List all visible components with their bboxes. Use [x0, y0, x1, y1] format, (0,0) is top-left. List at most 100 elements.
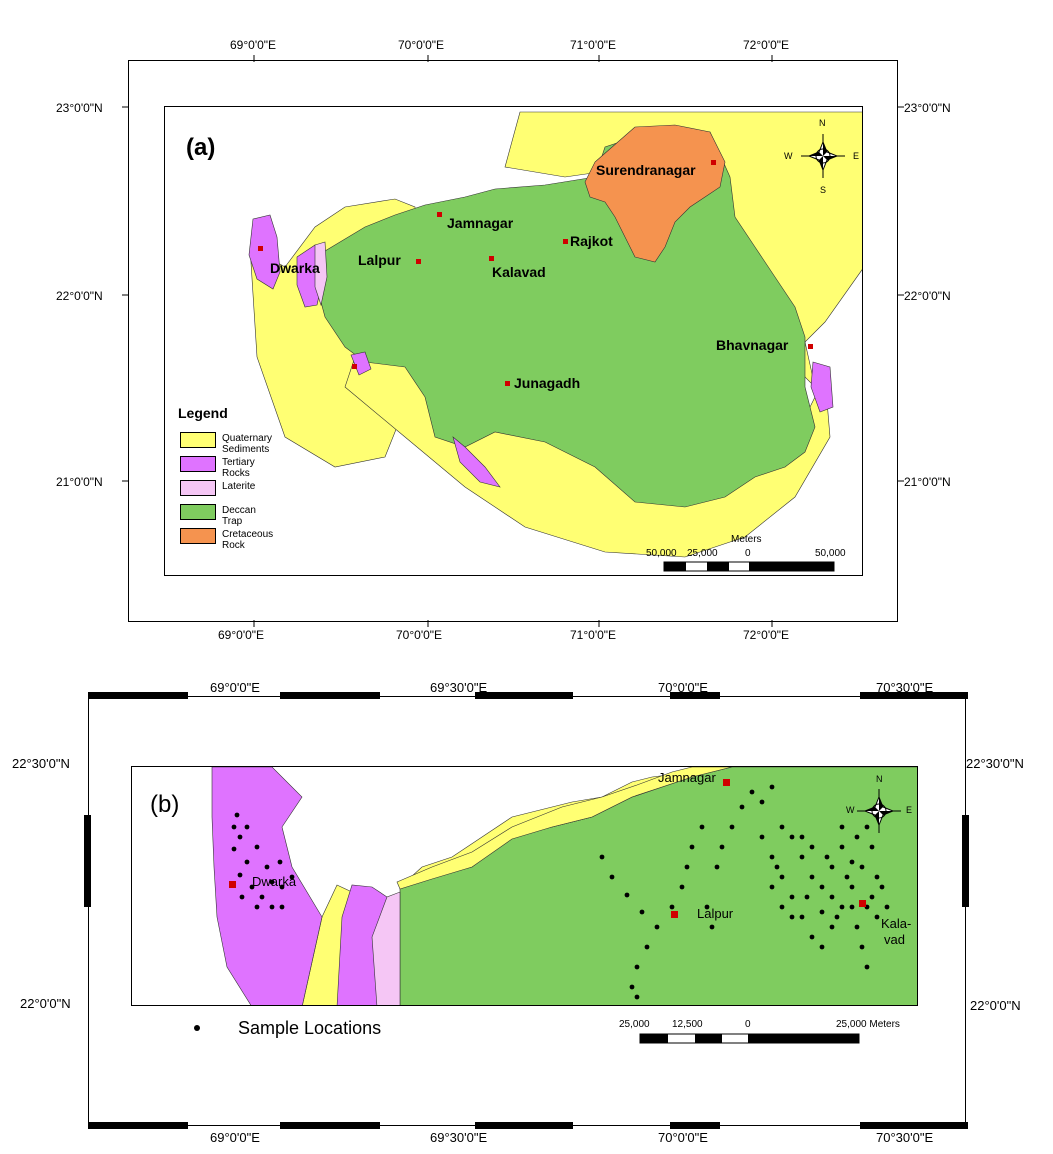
panel-b-tag: (b): [150, 791, 180, 818]
city-marker: [416, 259, 421, 264]
bottom-longitude-label: 71°0'0"E: [570, 628, 617, 642]
top-longitude-label: 70°30'0"E: [876, 680, 934, 695]
compass-west-label: W: [784, 151, 793, 161]
top-longitude-label: 70°0'0"E: [398, 38, 445, 52]
sample-map-b-shapes: [211, 767, 917, 1005]
city-marker: [258, 246, 263, 251]
city-label-dwarka: Dwarka: [252, 874, 297, 889]
scale-tick-label: 25,000 Meters: [836, 1019, 900, 1030]
left-latitude-label: 21°0'0"N: [56, 475, 103, 489]
sample-locations-legend-label: Sample Locations: [238, 1018, 382, 1038]
compass-north-label: N: [876, 774, 883, 784]
sample-map-b: [131, 766, 918, 1006]
top-longitude-label: 69°0'0"E: [210, 680, 260, 695]
compass-rose-a: [801, 134, 845, 178]
scale-tick-label: 25,000: [619, 1019, 650, 1030]
city-marker: [505, 381, 510, 386]
compass-west-label: W: [846, 805, 855, 815]
right-latitude-label: 22°0'0"N: [904, 289, 951, 303]
legend-title: Legend: [178, 405, 228, 421]
city-label-dwarka: Dwarka: [270, 260, 320, 276]
scale-unit-label: Meters: [731, 534, 762, 545]
tertiary-rocks-region: [810, 361, 834, 413]
left-latitude-label: 22°30'0"N: [12, 756, 70, 771]
compass-east-label: E: [906, 805, 913, 815]
bottom-longitude-label: 72°0'0"E: [743, 628, 790, 642]
legend-swatch: [180, 504, 216, 520]
city-label-kalavad: Kala-: [881, 916, 912, 931]
top-longitude-label: 72°0'0"E: [743, 38, 790, 52]
panel-a-frame: [128, 60, 898, 622]
city-label-lalpur: Lalpur: [697, 906, 734, 921]
scale-tick-label: 0: [745, 1019, 751, 1030]
right-latitude-label: 21°0'0"N: [904, 475, 951, 489]
scale-tick-label: 12,500: [672, 1019, 703, 1030]
bottom-longitude-label: 70°0'0"E: [658, 1130, 708, 1145]
compass-north-label: N: [819, 118, 826, 128]
right-latitude-label: 23°0'0"N: [904, 101, 951, 115]
city-marker: [859, 900, 866, 907]
city-marker: [489, 256, 494, 261]
right-latitude-label: 22°0'0"N: [970, 998, 1021, 1013]
city-marker: [229, 881, 236, 888]
legend-swatch: [180, 480, 216, 496]
compass-south-label: S: [820, 185, 827, 195]
city-marker: [352, 364, 357, 369]
legend-label: Cretaceous Rock: [222, 529, 274, 551]
scale-tick-label: 50,000: [646, 548, 677, 559]
bottom-longitude-label: 69°0'0"E: [210, 1130, 260, 1145]
legend-label: Laterite: [222, 481, 256, 492]
legend-swatch: [180, 456, 216, 472]
right-latitude-label: 22°30'0"N: [966, 756, 1024, 771]
laterite-region: [314, 241, 328, 307]
city-marker: [671, 911, 678, 918]
legend-swatch: [180, 432, 216, 448]
left-latitude-label: 22°0'0"N: [20, 996, 71, 1011]
tertiary-rocks-region: [452, 436, 501, 488]
city-label-surendranagar: Surendranagar: [596, 162, 696, 178]
scale-tick-label: 50,000: [815, 548, 846, 559]
city-label-kalavad: vad: [884, 932, 905, 947]
left-latitude-label: 22°0'0"N: [56, 289, 103, 303]
panel-a-ticks: [122, 55, 904, 627]
top-longitude-label: 69°0'0"E: [230, 38, 277, 52]
city-marker: [808, 344, 813, 349]
left-latitude-label: 23°0'0"N: [56, 101, 103, 115]
city-marker: [711, 160, 716, 165]
city-marker: [437, 212, 442, 217]
bottom-longitude-label: 69°0'0"E: [218, 628, 265, 642]
city-label-rajkot: Rajkot: [570, 233, 613, 249]
bottom-longitude-label: 70°0'0"E: [396, 628, 443, 642]
scale-tick-label: 25,000: [687, 548, 718, 559]
city-label-jamnagar: Jamnagar: [447, 215, 514, 231]
cretaceous-rock-region: [584, 124, 726, 263]
quaternary-sediments-region: [396, 767, 733, 890]
panel-a-tag: (a): [186, 134, 216, 161]
deccan-trap-region: [314, 126, 816, 508]
scale-bar-a: [663, 561, 835, 572]
geology-map-a: [164, 106, 863, 576]
legend-swatch: [180, 528, 216, 544]
bottom-longitude-label: 70°30'0"E: [876, 1130, 934, 1145]
legend-label: Deccan Trap: [222, 505, 256, 527]
city-marker: [723, 779, 730, 786]
legend-label: Tertiary Rocks: [222, 457, 255, 479]
top-longitude-label: 70°0'0"E: [658, 680, 708, 695]
scale-tick-label: 0: [745, 548, 751, 559]
city-marker: [563, 239, 568, 244]
city-label-lalpur: Lalpur: [358, 252, 401, 268]
geology-map-a-shapes: [248, 111, 862, 558]
top-longitude-label: 71°0'0"E: [570, 38, 617, 52]
top-longitude-label: 69°30'0"E: [430, 680, 488, 695]
compass-east-label: E: [853, 151, 860, 161]
city-label-bhavnagar: Bhavnagar: [716, 337, 789, 353]
bottom-longitude-label: 69°30'0"E: [430, 1130, 488, 1145]
city-label-jamnagar: Jamnagar: [658, 770, 716, 785]
city-label-junagadh: Junagadh: [514, 375, 581, 391]
city-label-kalavad: Kalavad: [492, 264, 546, 280]
sample-location-points: [229, 784, 890, 1000]
tertiary-rocks-region: [248, 214, 281, 290]
